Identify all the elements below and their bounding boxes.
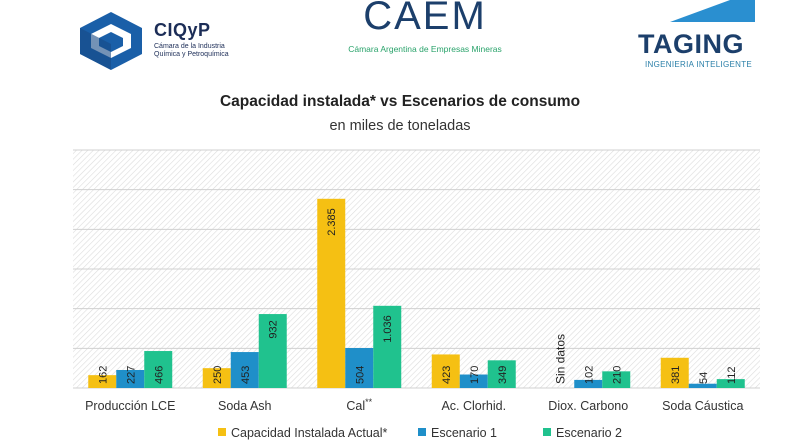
taging-logo: TAGING INGENIERIA INTELIGENTE xyxy=(620,0,780,70)
value-label-2-3: 504 xyxy=(354,366,366,384)
value-label-2-4: 170 xyxy=(469,366,481,384)
value-label-2-5: 102 xyxy=(583,366,595,384)
value-label-1-5: Sin datos xyxy=(553,334,567,384)
chart-subtitle: en miles de toneladas xyxy=(329,118,471,134)
taging-subtitle: INGENIERIA INTELIGENTE xyxy=(645,60,753,69)
bar-3-5 xyxy=(602,371,631,388)
bar-3-4 xyxy=(487,360,516,388)
ciqyp-logo: CIQyP Cámara de la Industria Química y P… xyxy=(76,10,256,72)
bar-2-1 xyxy=(116,369,145,388)
value-label-3-4: 349 xyxy=(497,366,509,384)
value-labels: 162 227 466 250 453 932 2.385 504 1.036 423 170 349… xyxy=(97,208,738,384)
value-label-1-6: 381 xyxy=(670,366,682,384)
category-label-4: Ac. Clorhid. xyxy=(441,399,506,413)
legend-swatch-3 xyxy=(543,428,551,436)
value-label-3-3: 1.036 xyxy=(382,315,394,343)
value-label-3-1: 466 xyxy=(153,366,165,384)
value-label-3-5: 210 xyxy=(611,366,623,384)
bar-1-3 xyxy=(317,198,346,388)
value-label-1-2: 250 xyxy=(212,366,224,384)
value-label-3-2: 932 xyxy=(268,320,280,338)
ciqyp-subtitle: Cámara de la Industria Química y Petroqu… xyxy=(154,43,229,58)
ciqyp-name: CIQyP xyxy=(154,20,211,40)
value-label-3-6: 112 xyxy=(726,366,738,384)
category-label-3: Cal** xyxy=(346,397,372,413)
bar-1-4 xyxy=(431,354,460,388)
taging-name: TAGING xyxy=(638,29,744,59)
category-label-5: Diox. Carbono xyxy=(548,399,628,413)
category-label-6: Soda Cáustica xyxy=(662,399,743,413)
caem-name: CAEM xyxy=(363,0,487,38)
bar-2-5 xyxy=(574,379,603,388)
legend-label-3: Escenario 2 xyxy=(556,426,622,440)
bar-3-1 xyxy=(144,351,173,388)
ciqyp-cube-icon xyxy=(80,12,142,70)
bar-3-3 xyxy=(373,305,402,388)
value-label-1-1: 162 xyxy=(97,366,109,384)
value-label-2-1: 227 xyxy=(125,366,137,384)
legend-label-2: Escenario 1 xyxy=(431,426,497,440)
bar-2-2 xyxy=(230,352,259,388)
bar-2-4 xyxy=(459,374,488,388)
legend-label-1: Capacidad Instalada Actual* xyxy=(231,426,387,440)
bar-2-6 xyxy=(688,383,717,388)
bar-3-6 xyxy=(716,379,745,388)
legend-swatch-2 xyxy=(418,428,426,436)
category-label-1: Producción LCE xyxy=(85,399,175,413)
taging-triangle-icon xyxy=(670,0,755,22)
bar-2-3 xyxy=(345,348,374,388)
bar-3-2 xyxy=(258,314,287,388)
bar-1-2 xyxy=(202,368,231,388)
value-label-2-2: 453 xyxy=(240,366,252,384)
grid-lines xyxy=(73,149,760,389)
bars xyxy=(88,198,745,388)
bar-1-6 xyxy=(660,357,689,388)
caem-subtitle: Cámara Argentina de Empresas Mineras xyxy=(348,44,502,54)
value-label-1-3: 2.385 xyxy=(326,208,338,236)
legend: Capacidad Instalada Actual* Escenario 1 Es… xyxy=(218,426,622,440)
value-label-1-4: 423 xyxy=(441,366,453,384)
legend-swatch-1 xyxy=(218,428,226,436)
category-labels: Producción LCE Soda Ash Cal** Ac. Clorhid. D… xyxy=(85,397,743,413)
caem-logo: CAEM Cámara Argentina de Empresas Minera… xyxy=(320,0,530,62)
bar-1-1 xyxy=(88,375,117,388)
category-label-2: Soda Ash xyxy=(218,399,272,413)
value-label-2-6: 54 xyxy=(698,372,710,384)
chart-title: Capacidad instalada* vs Escenarios de co… xyxy=(219,93,581,110)
category-superscript: ** xyxy=(365,397,373,407)
